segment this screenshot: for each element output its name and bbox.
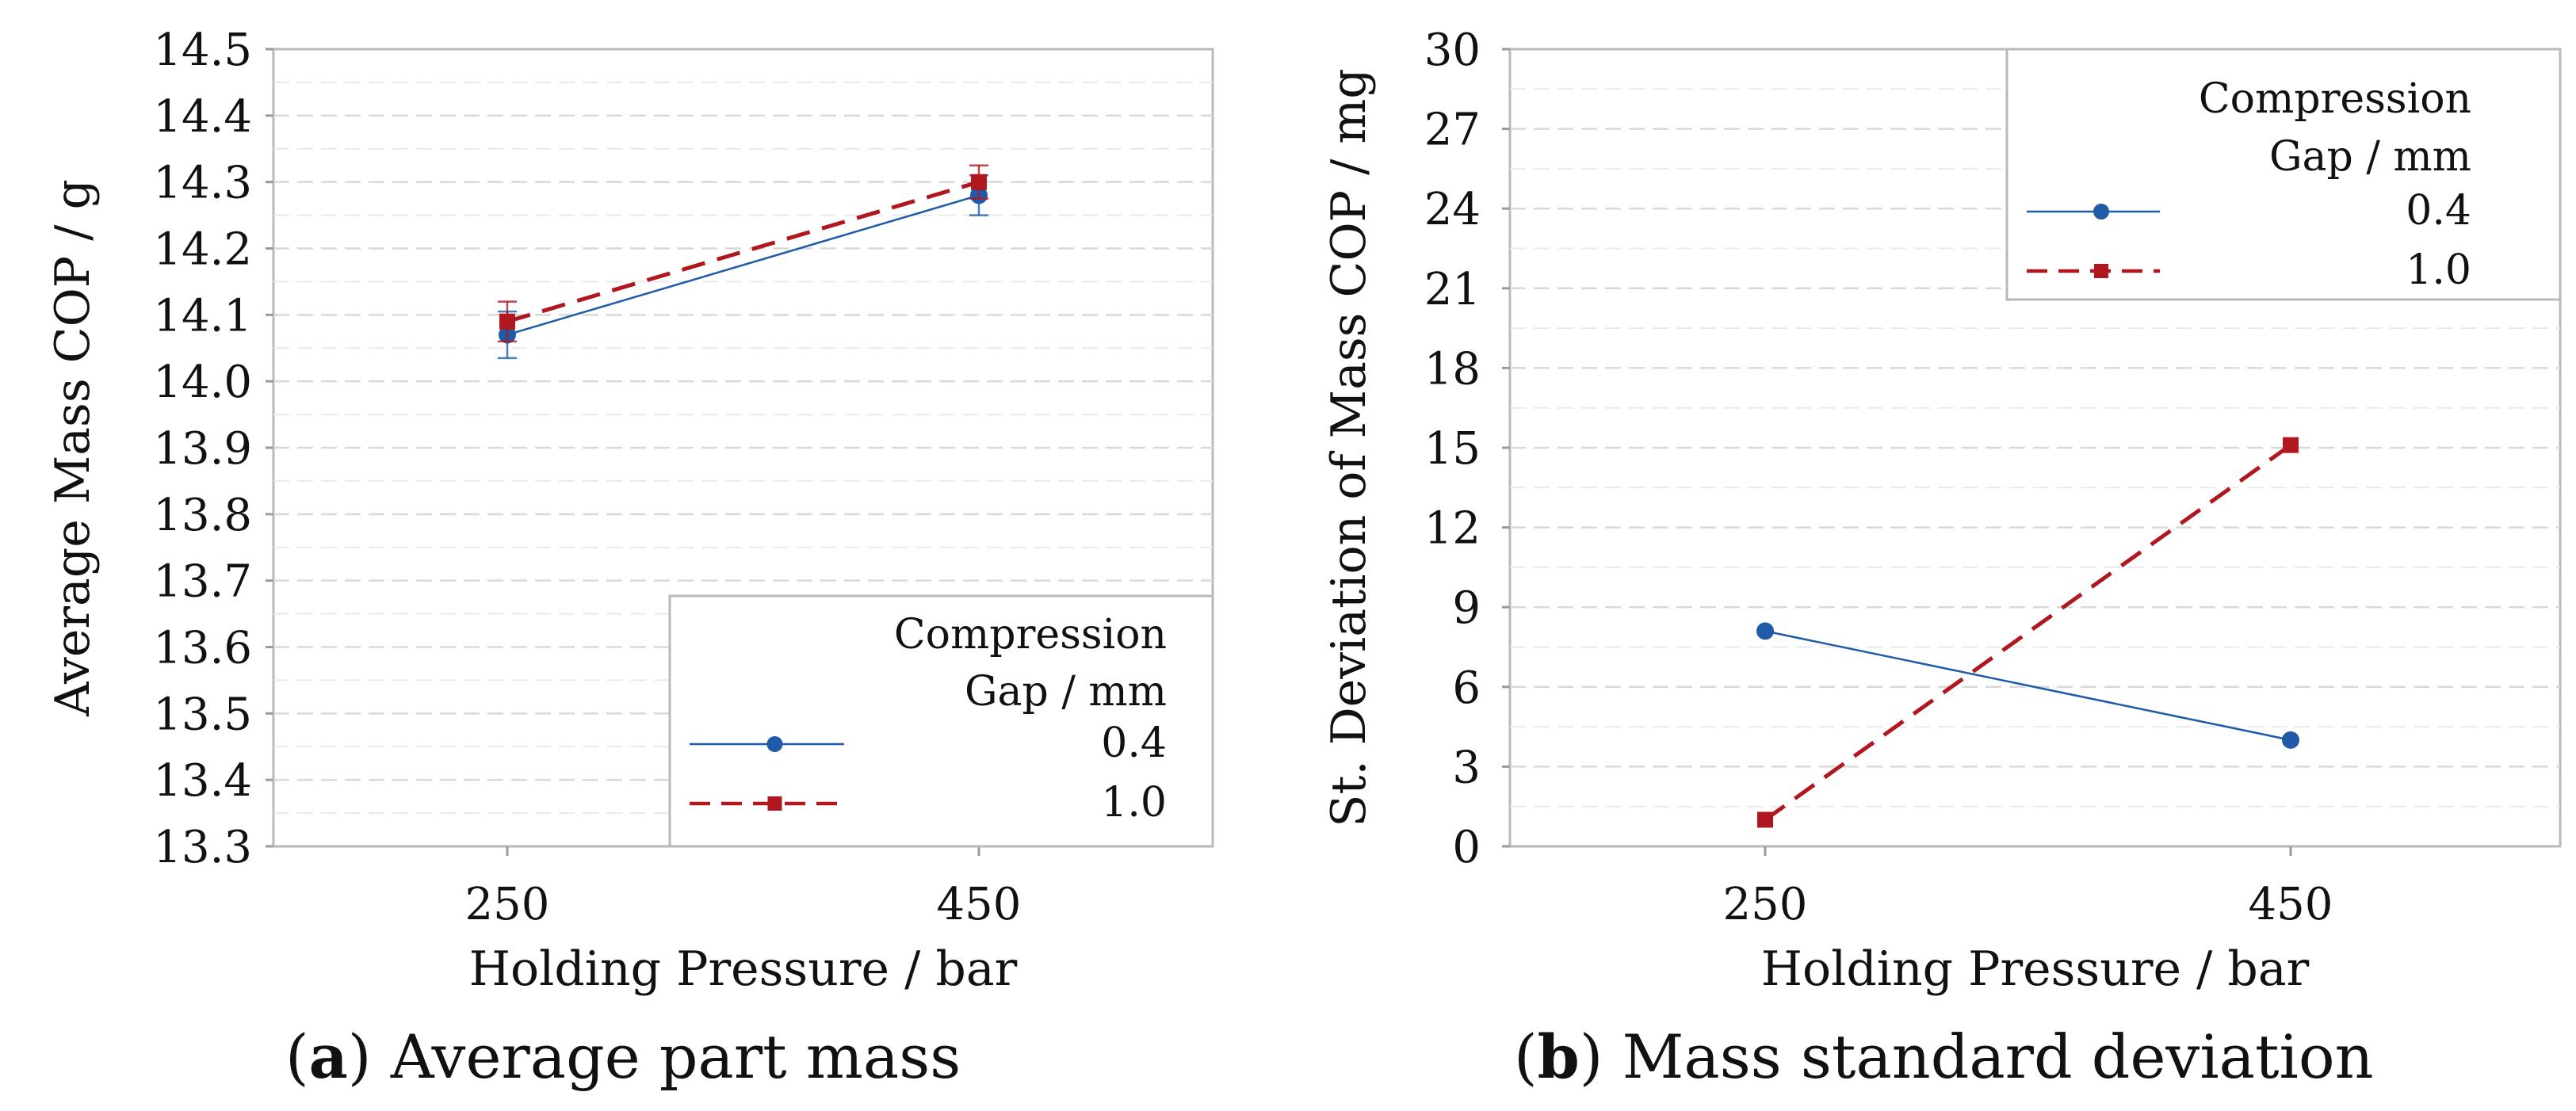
y-tick-label: 14.5 — [153, 25, 252, 76]
x-tick-label: 250 — [1723, 879, 1808, 930]
legend-title-line2: Gap / mm — [965, 668, 1167, 716]
legend-marker-1.0 — [2094, 264, 2108, 278]
caption-text: Mass standard deviation — [1622, 1021, 2374, 1092]
y-tick-label: 14.2 — [153, 224, 252, 276]
series-line-0.4 — [1764, 630, 2291, 742]
y-tick-label: 13.7 — [153, 556, 252, 608]
caption-paren-open: ( — [285, 1021, 309, 1092]
legend-label-0.4: 0.4 — [2406, 187, 2471, 235]
legend: Compression Gap / mm 0.4 1.0 — [2005, 48, 2562, 301]
legend-label-0.4: 0.4 — [1101, 720, 1167, 767]
legend-label-1.0: 1.0 — [1101, 779, 1167, 827]
x-tick-label: 450 — [2249, 879, 2333, 930]
y-tick-label: 13.3 — [153, 822, 252, 873]
caption-paren-open: ( — [1514, 1021, 1538, 1092]
series-line-0.4 — [506, 194, 980, 336]
y-tick-label: 9 — [1452, 582, 1481, 634]
panel-caption: (a) Average part mass — [285, 1021, 961, 1092]
legend-box — [2005, 48, 2562, 301]
y-tick-label: 12 — [1424, 503, 1481, 555]
y-tick-label: 27 — [1424, 105, 1481, 156]
y-tick-label: 6 — [1452, 662, 1481, 714]
legend: Compression Gap / mm0.4 1.0 — [668, 594, 1214, 848]
data-point-0.4 — [1756, 622, 1774, 640]
chart-panel-b: 0 3 6 9 12 15 18 21 24 27 30 250 450 Holding Pressure… — [1321, 25, 2562, 1092]
y-tick-label: 15 — [1424, 423, 1481, 475]
x-axis-title: Holding Pressure / bar — [469, 941, 1018, 997]
y-tick-label: 14.1 — [153, 290, 252, 342]
y-tick-label: 14.0 — [153, 357, 252, 408]
panel-caption: (b) Mass standard deviation — [1514, 1021, 2374, 1092]
chart-panel-a: 13.3 13.4 13.5 13.6 13.7 13.8 13.9 14.0 14.1 14.2… — [45, 25, 1214, 1092]
caption-paren-close: ) — [348, 1021, 391, 1092]
y-tick-label: 13.8 — [153, 490, 252, 541]
y-tick-label: 13.6 — [153, 623, 252, 674]
y-tick-label: 21 — [1424, 264, 1481, 315]
y-tick-label: 13.9 — [153, 423, 252, 475]
x-axis-title: Holding Pressure / bar — [1761, 941, 2310, 997]
series-line-1.0 — [506, 180, 980, 324]
caption-paren-close: ) — [1580, 1021, 1622, 1092]
data-point-1.0 — [499, 313, 515, 330]
data-point-1.0 — [1757, 811, 1773, 828]
legend-title-line2: Gap / mm — [2269, 133, 2471, 181]
caption-label: b — [1538, 1021, 1580, 1092]
legend-label-1.0: 1.0 — [2406, 246, 2471, 294]
legend-marker-0.4 — [2093, 204, 2109, 220]
y-tick-label: 13.4 — [153, 755, 252, 807]
y-axis-title: Average Mass COP / g — [45, 179, 101, 717]
x-tick-label: 250 — [465, 879, 550, 930]
x-tick-label: 450 — [937, 879, 1022, 930]
legend-title-line1: Compression — [894, 611, 1167, 659]
y-tick-label: 14.4 — [153, 91, 252, 143]
y-tick-label: 18 — [1424, 343, 1481, 395]
caption-text: Average part mass — [390, 1021, 961, 1092]
y-tick-label: 14.3 — [153, 158, 252, 209]
y-axis-title: St. Deviation of Mass COP / mg — [1321, 68, 1377, 827]
legend-marker-1.0 — [767, 796, 782, 811]
legend-marker-0.4 — [766, 736, 783, 752]
y-tick-label: 0 — [1452, 822, 1481, 873]
caption-label: a — [309, 1021, 348, 1092]
y-tick-label: 24 — [1424, 184, 1481, 235]
legend-title-line1: Compression — [2199, 75, 2471, 123]
y-tick-label: 30 — [1424, 25, 1481, 76]
y-tick-label: 3 — [1452, 742, 1481, 793]
data-point-1.0 — [2283, 437, 2299, 453]
y-tick-label: 13.5 — [153, 689, 252, 740]
data-point-0.4 — [2282, 731, 2299, 749]
data-point-1.0 — [971, 174, 987, 190]
